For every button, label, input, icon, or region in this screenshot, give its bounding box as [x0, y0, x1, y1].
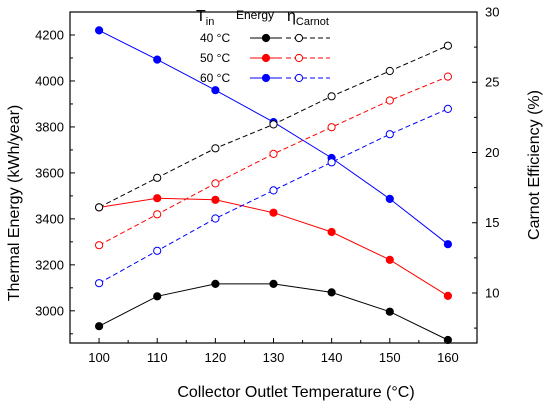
- left-tick-label: 3000: [35, 303, 64, 318]
- right-tick-label: 30: [485, 5, 499, 20]
- legend-swatch-carnot-marker: [294, 33, 304, 43]
- data-point: [153, 55, 162, 64]
- x-tick-label: 150: [379, 350, 401, 365]
- data-point: [327, 92, 336, 101]
- data-point: [443, 335, 452, 345]
- right-tick-label: 20: [485, 145, 499, 160]
- data-point: [153, 194, 162, 203]
- x-tick-label: 120: [205, 350, 227, 365]
- data-point: [95, 279, 104, 288]
- data-point: [95, 322, 104, 331]
- x-axis-title: Collector Outlet Temperature (°C): [177, 384, 414, 401]
- ticks-layer: 100 110 120 130 140 150 160 3000 3200 3400 3600 380…: [35, 5, 499, 366]
- plot-frame: [69, 11, 478, 344]
- legend-swatches: [250, 33, 330, 83]
- data-point: [153, 292, 162, 301]
- data-point: [269, 186, 278, 195]
- data-point: [385, 255, 394, 264]
- data-point: [211, 144, 220, 153]
- series-line: [98, 76, 449, 246]
- right-tick-label: 15: [485, 215, 499, 230]
- series-line: [98, 283, 449, 341]
- series-energy-40: [95, 279, 452, 345]
- data-point: [443, 41, 452, 50]
- data-point: [211, 179, 220, 188]
- data-point: [327, 158, 336, 167]
- data-point: [153, 246, 162, 255]
- x-tick-label: 160: [437, 350, 459, 365]
- legend-swatch-energy-marker: [261, 53, 271, 63]
- data-point: [269, 208, 278, 217]
- data-point: [385, 194, 394, 203]
- series-line: [98, 108, 449, 284]
- x-tick-label: 140: [321, 350, 343, 365]
- left-tick-label: 3800: [35, 119, 64, 134]
- left-axis-title: Thermal Energy (kWh/year): [6, 105, 23, 302]
- legend-label-40: 40 °C: [200, 31, 230, 45]
- data-point: [385, 66, 394, 76]
- data-point: [443, 291, 452, 300]
- left-tick-label: 3600: [35, 165, 64, 180]
- plot-border: [69, 11, 478, 344]
- data-point: [385, 307, 394, 316]
- data-point: [95, 26, 104, 35]
- series-carnot-40: [95, 41, 452, 212]
- legend: Tin Energy ηCarnot 40 °C 50 °C 60 °C: [196, 8, 330, 85]
- x-tick-label: 100: [88, 350, 110, 365]
- legend-swatch-carnot-marker: [294, 73, 304, 83]
- series-layer: [95, 26, 452, 345]
- legend-swatch-energy-marker: [261, 33, 271, 43]
- data-point: [153, 210, 162, 219]
- series-carnot-60: [95, 104, 452, 288]
- data-point: [443, 72, 452, 81]
- data-point: [327, 123, 336, 132]
- legend-swatch-energy-marker: [261, 73, 271, 83]
- data-point: [211, 86, 220, 95]
- right-axis-title: Carnot Efficiency (%): [526, 90, 543, 240]
- data-point: [95, 241, 104, 250]
- data-point: [211, 214, 220, 223]
- legend-header-tin: Tin: [196, 8, 214, 28]
- data-point: [269, 279, 278, 288]
- legend-header-energy: Energy: [236, 8, 274, 22]
- data-point: [211, 279, 220, 288]
- series-carnot-50: [95, 72, 452, 250]
- data-point: [443, 104, 452, 114]
- left-tick-label: 3200: [35, 257, 64, 272]
- left-tick-label: 4000: [35, 73, 64, 88]
- data-point: [211, 195, 220, 204]
- legend-label-50: 50 °C: [200, 51, 230, 65]
- data-point: [327, 227, 336, 237]
- data-point: [443, 240, 452, 249]
- data-point: [385, 130, 394, 139]
- x-tick-label: 110: [147, 350, 168, 365]
- data-point: [327, 288, 336, 297]
- right-tick-label: 25: [485, 75, 499, 90]
- right-tick-label: 10: [485, 285, 499, 300]
- data-point: [153, 173, 162, 182]
- data-point: [269, 149, 278, 158]
- data-point: [95, 203, 104, 212]
- left-tick-label: 3400: [35, 211, 64, 226]
- legend-label-60: 60 °C: [200, 71, 230, 85]
- data-point: [269, 120, 278, 129]
- legend-swatch-carnot-marker: [294, 53, 304, 63]
- data-point: [385, 96, 394, 105]
- legend-header-eta: ηCarnot: [287, 8, 329, 28]
- x-tick-label: 130: [263, 350, 285, 365]
- left-tick-label: 4200: [35, 27, 64, 42]
